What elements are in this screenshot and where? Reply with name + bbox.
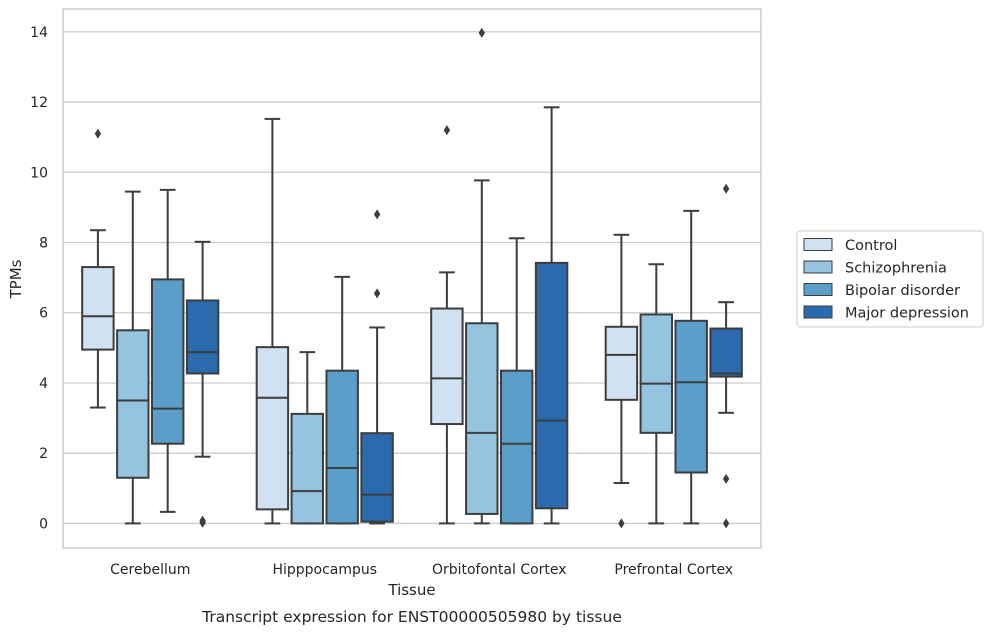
interquartile-box	[639, 313, 674, 434]
y-tick-label-10: 10	[30, 165, 48, 181]
y-tick-label-0: 0	[39, 516, 48, 532]
outlier-point	[443, 125, 451, 136]
y-tick-label-6: 6	[39, 306, 48, 322]
interquartile-box	[430, 307, 464, 426]
outlier-point	[94, 128, 102, 139]
x-axis-ticks: Cerebellum Hipppocampus Orbitofontal Corte…	[110, 562, 733, 578]
interquartile-box	[116, 329, 150, 479]
series-major-depression	[185, 106, 743, 529]
plot-area-frame	[62, 8, 762, 549]
box-schizophrenia-orbitofontal-cortex	[465, 27, 499, 525]
box-schizophrenia-cerebellum	[116, 190, 150, 525]
legend-item-schizophrenia: Schizophrenia	[803, 260, 947, 277]
box-major-depression-orbitofontal-cortex	[534, 106, 569, 525]
interquartile-box	[185, 299, 220, 375]
chart-caption: Transcript expression for ENST0000050598…	[201, 608, 622, 626]
y-axis-label: TPMs	[7, 259, 25, 299]
box-major-depression-prefrontal-cortex	[709, 183, 743, 529]
interquartile-box	[360, 432, 394, 523]
x-tick-label-cerebellum: Cerebellum	[110, 562, 190, 578]
interquartile-box	[674, 319, 708, 474]
interquartile-box	[81, 266, 115, 351]
interquartile-box	[604, 325, 639, 401]
series-control	[81, 117, 639, 529]
interquartile-box	[325, 369, 359, 525]
legend-swatch	[803, 305, 833, 319]
series-bipolar-disorder	[150, 188, 708, 525]
box-control-prefrontal-cortex	[604, 233, 639, 529]
box-bipolar-disorder-hipppocampus	[325, 275, 359, 525]
y-tick-label-14: 14	[30, 25, 48, 41]
legend-swatch	[803, 283, 833, 296]
outlier-point	[373, 288, 381, 299]
box-bipolar-disorder-prefrontal-cortex	[674, 209, 708, 525]
legend-label: Bipolar disorder	[845, 283, 960, 299]
x-tick-label-prefrontal-cortex: Prefrontal Cortex	[614, 562, 733, 578]
box-bipolar-disorder-orbitofontal-cortex	[499, 237, 534, 525]
legend-label: Major depression	[845, 306, 969, 322]
outlier-point	[722, 183, 730, 194]
outlier-point	[722, 518, 730, 529]
outlier-point	[618, 518, 625, 529]
box-major-depression-hipppocampus	[360, 209, 394, 525]
interquartile-box	[465, 322, 499, 515]
x-tick-label-hipppocampus: Hipppocampus	[272, 562, 377, 578]
y-axis-ticks: 0 2 4 6 8 10 12 14	[30, 25, 48, 533]
interquartile-box	[499, 369, 534, 525]
y-tick-label-2: 2	[39, 446, 48, 462]
outlier-point	[722, 473, 730, 484]
box-schizophrenia-prefrontal-cortex	[639, 263, 674, 525]
legend: Control Schizophrenia Bipolar disorder Majo…	[796, 230, 984, 328]
legend-swatch	[803, 260, 833, 274]
legend-swatch	[803, 238, 833, 251]
legend-frame	[796, 230, 984, 328]
box-control-cerebellum	[81, 128, 115, 409]
interquartile-box	[709, 327, 743, 378]
x-axis-label: Tissue	[387, 581, 435, 599]
interquartile-box	[290, 412, 325, 525]
x-tick-label-orbitofontal-cortex: Orbitofontal Cortex	[432, 562, 567, 578]
box-control-orbitofontal-cortex	[430, 125, 464, 525]
interquartile-box	[255, 346, 290, 511]
interquartile-box	[150, 278, 185, 445]
y-tick-label-12: 12	[30, 95, 48, 111]
y-tick-label-8: 8	[39, 236, 48, 252]
y-tick-label-4: 4	[39, 376, 48, 392]
outlier-point	[373, 209, 381, 220]
box-plot-series	[81, 27, 743, 529]
outlier-point	[199, 515, 206, 526]
box-schizophrenia-hipppocampus	[290, 351, 325, 525]
box-control-hipppocampus	[255, 117, 290, 525]
interquartile-box	[534, 261, 569, 510]
box-major-depression-cerebellum	[185, 240, 220, 528]
legend-label: Schizophrenia	[845, 261, 947, 277]
box-bipolar-disorder-cerebellum	[150, 188, 185, 513]
outlier-point	[478, 27, 485, 38]
series-schizophrenia	[116, 27, 674, 525]
legend-item-major-depression: Major depression	[803, 305, 969, 322]
legend-item-control: Control	[803, 238, 897, 254]
legend-item-bipolar-disorder: Bipolar disorder	[803, 283, 960, 299]
legend-label: Control	[845, 238, 897, 254]
